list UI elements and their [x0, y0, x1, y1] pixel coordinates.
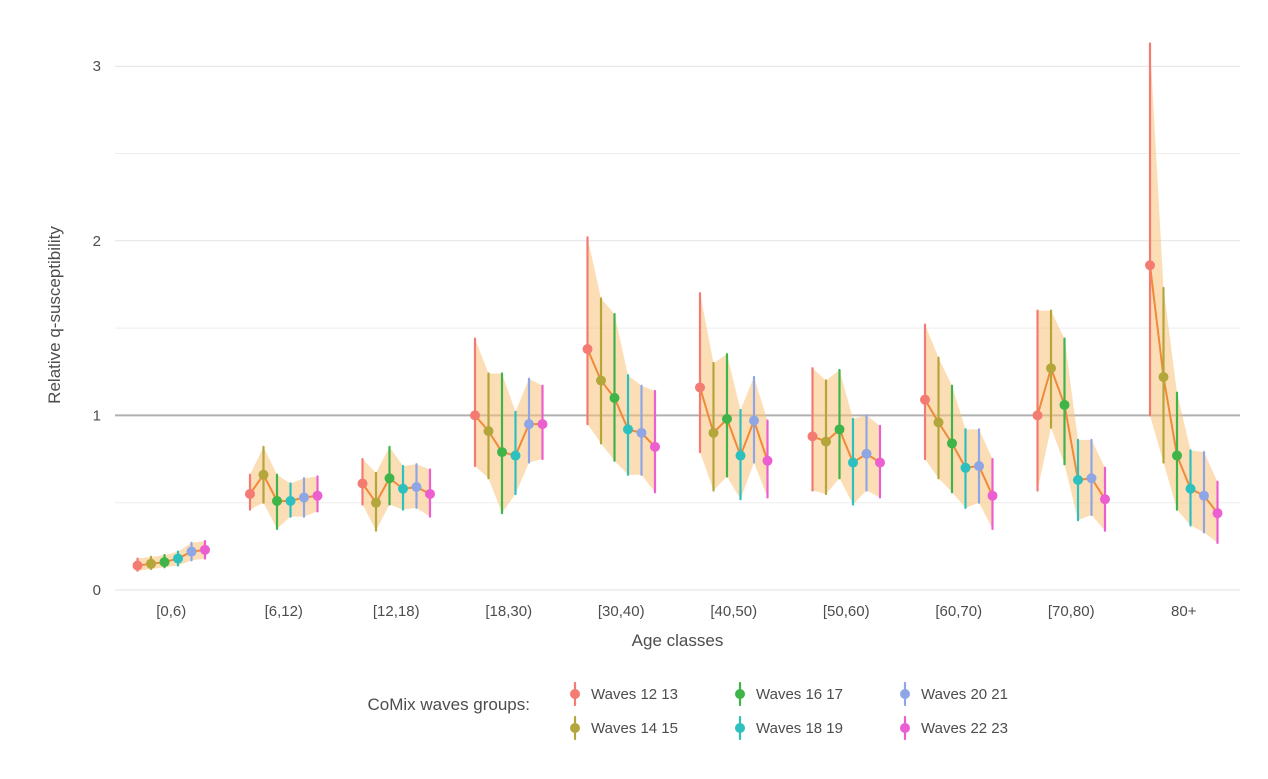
svg-text:[18,30): [18,30) — [485, 603, 532, 620]
svg-text:0: 0 — [93, 582, 101, 599]
svg-text:2: 2 — [93, 233, 101, 250]
svg-text:[50,60): [50,60) — [823, 603, 870, 620]
svg-text:[60,70): [60,70) — [935, 603, 982, 620]
svg-text:[40,50): [40,50) — [710, 603, 757, 620]
legend-item-label: Waves 18 19 — [756, 720, 843, 737]
svg-text:80+: 80+ — [1171, 603, 1197, 620]
svg-text:[30,40): [30,40) — [598, 603, 645, 620]
y-axis-title: Relative q-susceptibility — [45, 226, 64, 404]
svg-text:3: 3 — [93, 58, 101, 75]
legend-item-label: Waves 14 15 — [591, 720, 678, 737]
legend-item-label: Waves 20 21 — [921, 686, 1008, 703]
legend-item-label: Waves 22 23 — [921, 720, 1008, 737]
susceptibility-chart: 0 1 2 3 Relative q-susceptibility [0,6) [6,12)… — [0, 0, 1268, 779]
chart-container: 0 1 2 3 Relative q-susceptibility [0,6) [6,12)… — [0, 0, 1268, 779]
x-axis-title: Age classes — [632, 631, 724, 650]
legend-item-label: Waves 12 13 — [591, 686, 678, 703]
legend-title: CoMix waves groups: — [367, 695, 530, 714]
svg-text:[70,80): [70,80) — [1048, 603, 1095, 620]
svg-text:1: 1 — [93, 407, 101, 424]
svg-text:[12,18): [12,18) — [373, 603, 420, 620]
svg-text:[0,6): [0,6) — [156, 603, 186, 620]
legend-item-label: Waves 16 17 — [756, 686, 843, 703]
svg-text:[6,12): [6,12) — [265, 603, 303, 620]
